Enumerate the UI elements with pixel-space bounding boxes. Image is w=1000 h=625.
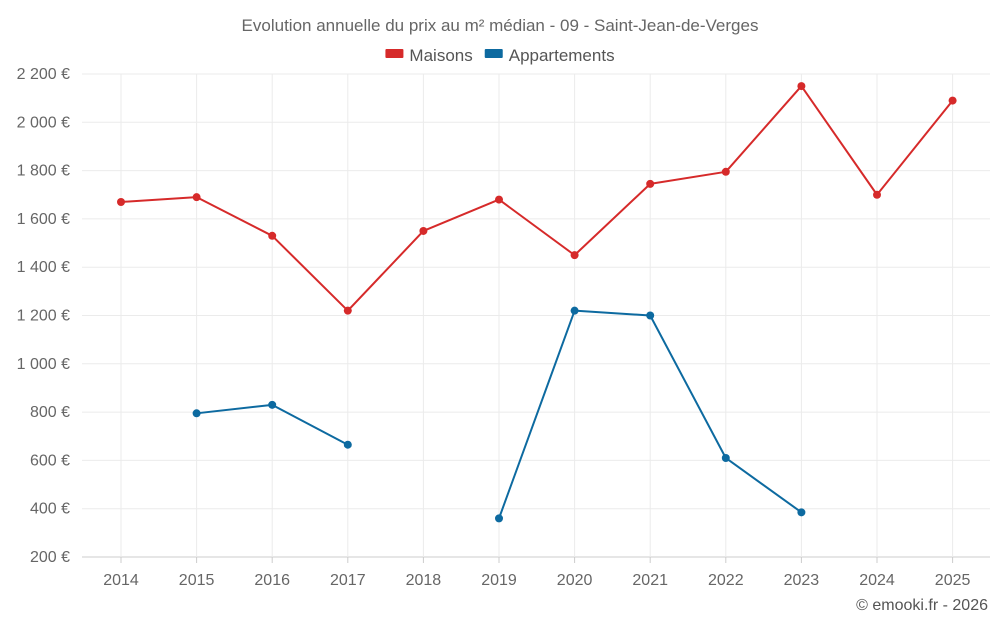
legend-swatch bbox=[484, 49, 503, 58]
x-tick-label: 2021 bbox=[632, 572, 668, 589]
data-point-appartements[interactable] bbox=[268, 400, 277, 409]
data-point-appartements[interactable] bbox=[570, 306, 579, 315]
y-tick-label: 1 600 € bbox=[17, 211, 70, 228]
data-point-maisons[interactable] bbox=[948, 96, 957, 105]
series-line-maisons bbox=[120, 85, 954, 312]
data-point-maisons[interactable] bbox=[797, 82, 806, 91]
legend-label: Appartements bbox=[509, 46, 615, 65]
x-tick-label: 2019 bbox=[481, 572, 517, 589]
series-maisons bbox=[117, 82, 957, 315]
x-axis: 2014 2015 2016 2017 2018 2019 2020 2021 2022 2023… bbox=[103, 557, 970, 589]
y-tick-label: 1 000 € bbox=[17, 356, 70, 373]
data-point-appartements[interactable] bbox=[495, 514, 503, 523]
data-point-maisons[interactable] bbox=[646, 179, 655, 188]
data-point-appartements[interactable] bbox=[343, 440, 352, 449]
data-point-appartements[interactable] bbox=[646, 311, 655, 320]
y-tick-label: 2 200 € bbox=[17, 66, 70, 83]
y-tick-label: 600 € bbox=[30, 452, 70, 469]
y-tick-label: 1 800 € bbox=[17, 163, 70, 180]
legend: Maisons Appartements bbox=[385, 46, 615, 65]
legend-item-appartements[interactable]: Appartements bbox=[484, 46, 615, 65]
data-point-appartements[interactable] bbox=[192, 409, 201, 418]
data-point-maisons[interactable] bbox=[419, 226, 428, 235]
data-point-maisons[interactable] bbox=[570, 251, 579, 260]
credit-text: © emooki.fr - 2026 bbox=[856, 597, 988, 614]
gridlines bbox=[82, 73, 990, 558]
data-point-appartements[interactable] bbox=[721, 453, 730, 462]
x-tick-label: 2014 bbox=[103, 572, 139, 589]
x-tick-label: 2020 bbox=[557, 572, 593, 589]
x-tick-label: 2018 bbox=[406, 572, 442, 589]
legend-swatch bbox=[385, 49, 404, 58]
legend-label: Maisons bbox=[409, 46, 472, 65]
y-tick-label: 2 000 € bbox=[17, 114, 70, 131]
x-tick-label: 2023 bbox=[784, 572, 820, 589]
x-tick-label: 2017 bbox=[330, 572, 366, 589]
x-tick-label: 2025 bbox=[935, 572, 971, 589]
y-tick-label: 400 € bbox=[30, 501, 70, 518]
y-tick-label: 1 200 € bbox=[17, 308, 70, 325]
chart-title: Evolution annuelle du prix au m² médian … bbox=[242, 16, 759, 35]
x-tick-label: 2016 bbox=[254, 572, 290, 589]
data-point-maisons[interactable] bbox=[343, 306, 352, 315]
x-tick-label: 2024 bbox=[859, 572, 895, 589]
x-tick-label: 2022 bbox=[708, 572, 744, 589]
y-tick-label: 800 € bbox=[30, 404, 70, 421]
data-point-maisons[interactable] bbox=[268, 231, 277, 240]
y-axis: 200 € 400 € 600 € 800 € 1 000 € 1 200 € 1 400 … bbox=[17, 66, 70, 566]
data-point-appartements[interactable] bbox=[797, 508, 806, 517]
legend-item-maisons[interactable]: Maisons bbox=[385, 46, 473, 65]
x-tick-label: 2015 bbox=[179, 572, 215, 589]
data-point-maisons[interactable] bbox=[495, 195, 503, 204]
series-appartements bbox=[192, 306, 806, 523]
series-layer bbox=[117, 82, 957, 523]
y-tick-label: 200 € bbox=[30, 549, 70, 566]
data-point-maisons[interactable] bbox=[117, 197, 125, 206]
data-point-maisons[interactable] bbox=[192, 193, 201, 202]
y-tick-label: 1 400 € bbox=[17, 259, 70, 276]
data-point-maisons[interactable] bbox=[721, 167, 730, 176]
data-point-maisons[interactable] bbox=[873, 190, 881, 199]
